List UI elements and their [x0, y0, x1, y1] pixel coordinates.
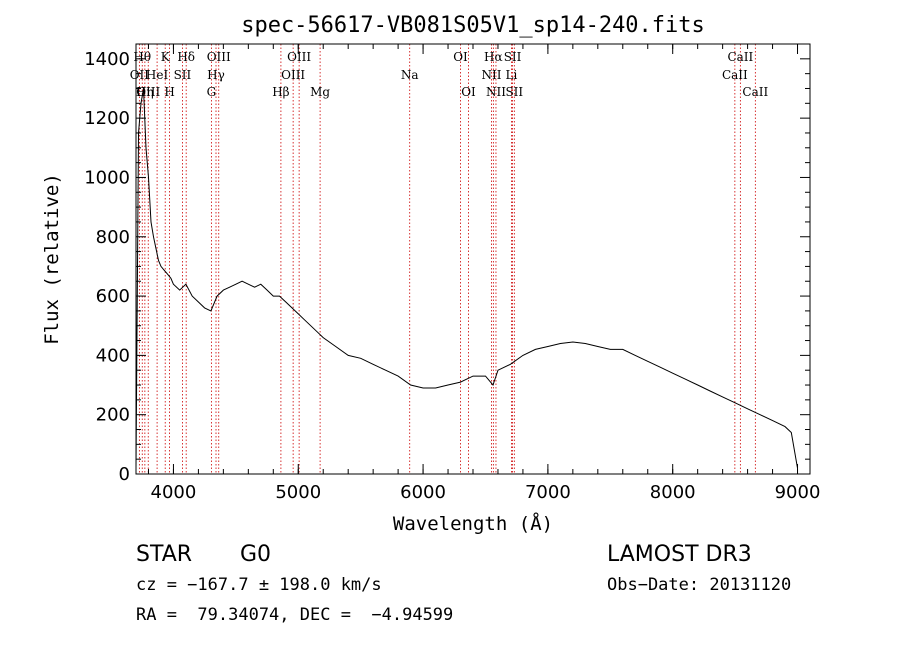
y-axis-label: Flux (relative)	[41, 173, 63, 345]
line-label-6: H	[164, 85, 174, 99]
y-tick-label-2: 400	[96, 345, 130, 366]
x-tick-label-5: 9000	[775, 482, 821, 503]
spectrum-line	[135, 88, 798, 469]
chart-title: spec-56617-VB081S05V1_sp14-240.fits	[241, 13, 705, 38]
line-label-1: Hθ	[133, 50, 151, 64]
line-label-15: Mg	[310, 85, 330, 99]
x-tick-label-4: 8000	[650, 482, 696, 503]
redshift-text: cz = −167.7 ± 198.0 km/s	[136, 575, 382, 595]
line-label-7: SII	[174, 68, 192, 82]
line-label-0: OII	[130, 68, 150, 82]
y-tick-label-6: 1200	[84, 108, 130, 129]
line-label-4: HeI	[146, 68, 169, 82]
line-label-8: Hδ	[177, 50, 195, 64]
y-tick-label-4: 800	[96, 227, 130, 248]
y-tick-label-7: 1400	[84, 49, 130, 70]
line-label-22: Li	[506, 68, 518, 82]
y-tick-label-1: 200	[96, 405, 130, 426]
line-label-21: NII	[486, 85, 506, 99]
line-label-18: OI	[461, 85, 476, 99]
line-label-5: K	[161, 50, 171, 64]
survey-name: LAMOST DR3	[607, 542, 752, 567]
line-label-13: OIII	[281, 68, 305, 82]
line-label-19: NII	[481, 68, 501, 82]
line-label-27: CaII	[742, 85, 768, 99]
x-tick-label-0: 4000	[151, 482, 197, 503]
line-label-24: SII	[505, 85, 523, 99]
line-label-11: OIII	[207, 50, 231, 64]
y-tick-label-5: 1000	[84, 167, 130, 188]
x-tick-label-2: 6000	[400, 482, 446, 503]
line-label-14: OIII	[287, 50, 311, 64]
line-labels-group: OIIHθHηOIIIHeIKHSIIHδGHγOIIIHβOIIIOIIIMg…	[130, 50, 769, 99]
line-label-3: OIII	[136, 85, 160, 99]
x-axis-ticks: 4000 5000 6000 7000 8000 9000	[147, 44, 821, 503]
y-tick-label-3: 600	[96, 286, 130, 307]
line-label-12: Hβ	[272, 85, 289, 99]
x-tick-label-3: 7000	[525, 482, 571, 503]
x-tick-label-1: 5000	[275, 482, 321, 503]
plot-frame	[135, 43, 811, 475]
x-axis-label: Wavelength (Å)	[393, 512, 553, 535]
object-class: STAR	[136, 542, 192, 567]
y-tick-label-0: 0	[119, 464, 130, 485]
obs-date-text: Obs−Date: 20131120	[607, 575, 791, 595]
line-label-23: SII	[504, 50, 522, 64]
line-label-25: CaII	[722, 68, 748, 82]
radec-text: RA = 79.34074, DEC = −4.94599	[136, 605, 453, 625]
line-label-9: G	[207, 85, 217, 99]
line-label-16: Na	[401, 68, 419, 82]
object-subclass: G0	[240, 542, 271, 567]
line-label-10: Hγ	[207, 68, 225, 82]
line-label-17: OI	[453, 50, 468, 64]
line-label-26: CaII	[727, 50, 753, 64]
y-axis-ticks: 0 200 400 600 800 1000 1200 1400	[84, 49, 810, 485]
line-label-20: Hα	[484, 50, 503, 64]
emission-lines-group	[138, 44, 756, 474]
